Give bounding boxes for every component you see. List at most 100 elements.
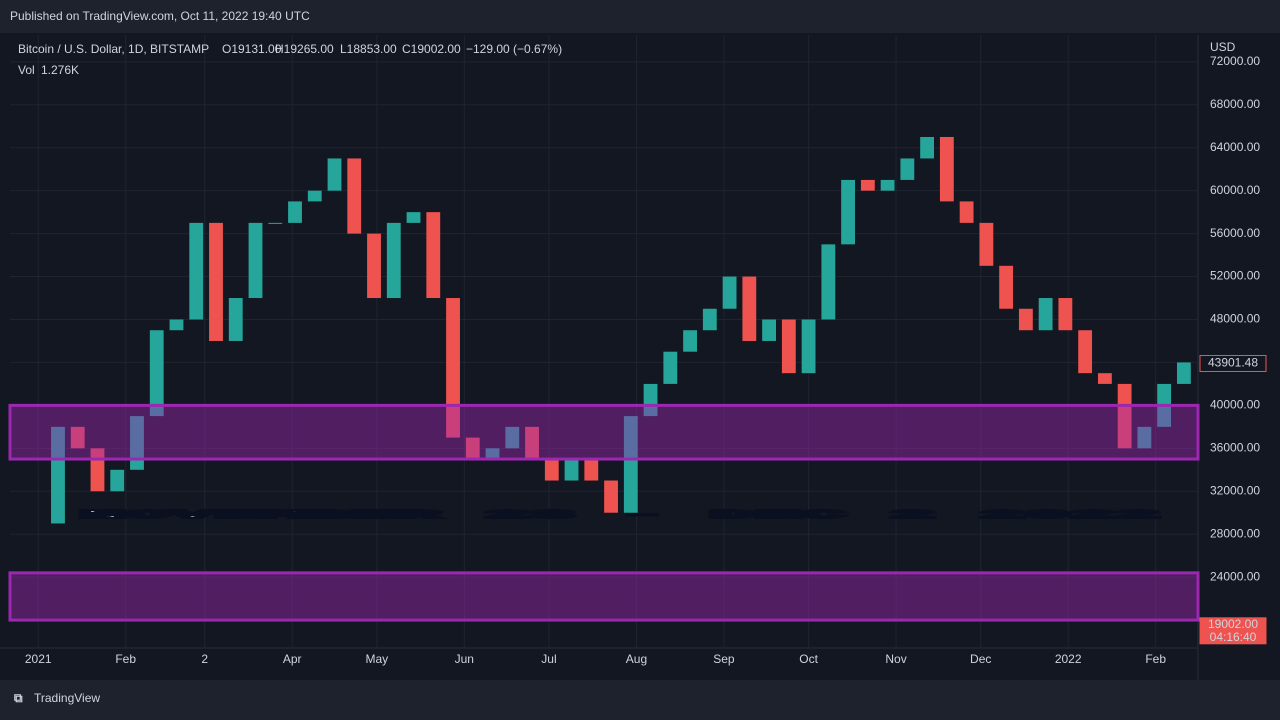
- legend-open: O19131.00: [222, 42, 282, 56]
- candle: [1078, 330, 1093, 374]
- y-tick-label: 56000.00: [1210, 226, 1260, 240]
- candle: [781, 319, 796, 374]
- candle: [1038, 298, 1053, 331]
- candle: [347, 158, 362, 234]
- x-tick-label: 2022: [1055, 652, 1082, 666]
- candle: [683, 330, 697, 352]
- candle: [110, 469, 125, 492]
- candle: [485, 448, 500, 460]
- legend-close: C19002.00: [402, 42, 461, 56]
- x-tick-label: 2021: [25, 652, 52, 666]
- candle: [544, 459, 559, 481]
- candle: [1097, 373, 1112, 384]
- candle: [130, 416, 144, 470]
- candle: [505, 426, 520, 449]
- candle: [900, 158, 915, 180]
- candle: [268, 222, 283, 224]
- candle: [623, 416, 638, 513]
- y-tick-label: 40000.00: [1210, 398, 1260, 412]
- candle: [70, 426, 85, 449]
- x-tick-label: Jun: [455, 652, 474, 666]
- x-tick-label: 2: [201, 652, 208, 666]
- zone: [8, 403, 1200, 461]
- candle: [1058, 298, 1073, 331]
- candle: [465, 437, 480, 460]
- y-tick-label: 28000.00: [1210, 526, 1260, 540]
- candle: [51, 426, 65, 524]
- legend-vol-label: Vol: [18, 63, 35, 77]
- y-tick-label: 36000.00: [1210, 440, 1260, 454]
- candle: [722, 276, 737, 309]
- candle: [307, 190, 322, 202]
- y-tick-label: 64000.00: [1210, 140, 1260, 154]
- candle: [564, 459, 579, 481]
- footer-bar: [0, 680, 1280, 720]
- candle: [880, 179, 895, 191]
- candle: [801, 319, 816, 374]
- price-label-box: [1199, 354, 1267, 372]
- candle: [841, 179, 856, 245]
- candle: [327, 158, 342, 191]
- y-tick-label: 52000.00: [1210, 269, 1260, 283]
- candle: [1117, 383, 1132, 449]
- candle: [367, 233, 381, 299]
- legend-symbol: Bitcoin / U.S. Dollar, 1D, BITSTAMP: [18, 42, 209, 56]
- x-tick-label: May: [366, 652, 389, 666]
- candle: [169, 319, 184, 331]
- candle: [426, 212, 441, 299]
- candle: [209, 222, 223, 341]
- x-tick-label: Aug: [626, 652, 647, 666]
- candle: [702, 308, 717, 331]
- candle: [643, 383, 658, 417]
- candle: [663, 351, 678, 384]
- x-tick-label: Apr: [283, 652, 302, 666]
- overlay-text: NOVEMBER 28 - DEC 2 2022: [80, 508, 1160, 522]
- candle: [939, 136, 954, 202]
- legend-change: −129.00 (−0.67%): [466, 42, 562, 56]
- zone: [8, 571, 1200, 622]
- price-label: 19002.00: [1208, 617, 1258, 631]
- price-label-box: [1199, 617, 1267, 645]
- candle: [149, 330, 164, 417]
- published: Published on TradingView.com, Oct 11, 20…: [10, 9, 310, 23]
- footer-logo: ⧉: [14, 691, 23, 705]
- candle: [762, 319, 776, 341]
- candle: [920, 136, 935, 159]
- candle: [386, 222, 401, 299]
- candle: [742, 276, 757, 341]
- candle: [979, 222, 994, 266]
- legend-low: L18853.00: [340, 42, 397, 56]
- x-tick-label: Oct: [799, 652, 818, 666]
- y-tick-label: 72000.00: [1210, 54, 1260, 68]
- y-tick-label: 68000.00: [1210, 97, 1260, 111]
- candle: [959, 201, 974, 223]
- y-tick-label: 60000.00: [1210, 183, 1260, 197]
- x-tick-label: Jul: [541, 652, 556, 666]
- currency: USD: [1210, 40, 1236, 54]
- candle: [288, 201, 302, 223]
- candle: [446, 298, 460, 438]
- y-tick-label: 32000.00: [1210, 483, 1260, 497]
- top-bar: [0, 0, 1280, 33]
- candle: [999, 265, 1014, 309]
- y-tick-label: 24000.00: [1210, 569, 1260, 583]
- footer-brand: TradingView: [34, 691, 100, 705]
- candle: [1018, 308, 1033, 331]
- countdown: 04:16:40: [1210, 630, 1257, 644]
- candle: [860, 179, 875, 191]
- candle: [228, 298, 243, 341]
- candle: [821, 244, 836, 320]
- candle: [189, 222, 204, 320]
- x-tick-label: Dec: [970, 652, 991, 666]
- legend-high: H19265.00: [275, 42, 334, 56]
- x-tick-label: Feb: [115, 652, 136, 666]
- candle: [1176, 362, 1191, 384]
- candle: [406, 212, 421, 223]
- x-tick-label: Nov: [885, 652, 906, 666]
- price-label: 43901.48: [1208, 356, 1258, 370]
- x-tick-label: Sep: [713, 652, 735, 666]
- candle: [525, 426, 539, 460]
